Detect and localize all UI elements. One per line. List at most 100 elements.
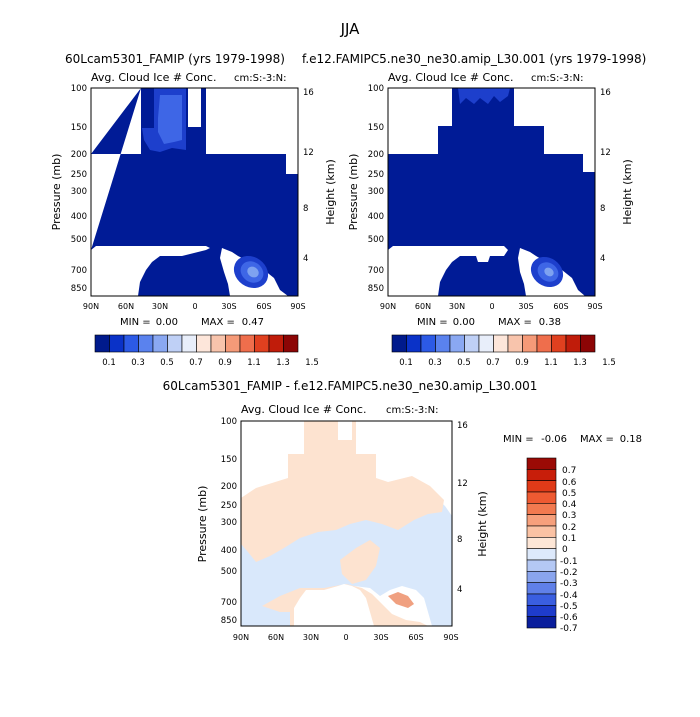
panel-1-ytick: 200 <box>71 150 87 160</box>
panel-1-ytick: 100 <box>71 84 87 94</box>
colorbar-swatch <box>526 605 557 617</box>
panel-3-xtick: 0 <box>343 633 348 642</box>
panel-1-x-ticks: 90N 60N 30N 0 30S 60S 90S <box>83 302 306 311</box>
panel-3-xtick: 60N <box>268 633 284 642</box>
panel-1-cbar-label: 1.3 <box>276 358 290 368</box>
panel-3-max-label: MAX = <box>580 434 614 445</box>
colorbar-swatch <box>268 334 284 353</box>
panel-1-colorbar-swatches <box>94 334 299 353</box>
panel-3-cbar-label: -0.7 <box>560 624 578 634</box>
panel-3-ytick: 100 <box>221 417 237 427</box>
panel-2-ylabel-right: Height (km) <box>621 159 634 225</box>
panel-3-positive-upper <box>241 421 444 562</box>
colorbar-swatch <box>138 334 154 353</box>
panel-2-htick: 16 <box>600 88 611 98</box>
colorbar-swatch <box>493 334 509 353</box>
panel-3-stats: MIN = -0.06 MAX = 0.18 <box>503 434 642 445</box>
panel-3-cbar-label: -0.3 <box>560 579 578 589</box>
panel-3-ytick: 400 <box>221 546 237 556</box>
panel-3-cbar-label: 0 <box>562 545 568 555</box>
colorbar-swatch <box>526 537 557 549</box>
colorbar-swatch <box>167 334 183 353</box>
panel-1-stats: MIN = 0.00 MAX = 0.47 <box>120 317 264 328</box>
panel-1-ytick: 250 <box>71 170 87 180</box>
panel-1-htick: 12 <box>303 148 314 158</box>
panel-1-ylabel-right: Height (km) <box>324 159 337 225</box>
panel-3-xtick: 90N <box>233 633 249 642</box>
colorbar-swatch <box>94 334 110 353</box>
panel-2-title: f.e12.FAMIPC5.ne30_ne30.amip_L30.001 (yr… <box>302 52 646 66</box>
panel-1-xtick: 30S <box>221 302 236 311</box>
panel-1-cbar-label: 0.3 <box>131 358 145 368</box>
panel-1-cbar-label: 1.5 <box>305 358 319 368</box>
panel-3-positive-mid <box>340 540 380 584</box>
panel-3-xtick: 30N <box>303 633 319 642</box>
colorbar-swatch <box>406 334 422 353</box>
panel-3-ylabel-right: Height (km) <box>476 491 489 557</box>
panel-1-colorbar: 0.1 0.3 0.5 0.7 0.9 1.1 1.3 1.5 <box>94 334 319 368</box>
panel-3-max-value: 0.18 <box>620 434 642 445</box>
panel-2-band-mid <box>458 88 510 104</box>
panel-1-htick: 16 <box>303 88 314 98</box>
panel-2-xtick: 90S <box>587 302 602 311</box>
panel-3-height-ticks: 16 12 8 4 <box>457 421 468 595</box>
colorbar-swatch <box>239 334 255 353</box>
panel-2-xtick: 60S <box>553 302 568 311</box>
colorbar-swatch <box>526 559 557 572</box>
panel-3-ytick: 250 <box>221 501 237 511</box>
panel-3-cbar-label: -0.5 <box>560 602 578 612</box>
panel-1-ylabel: Pressure (mb) <box>50 154 63 231</box>
panel-3-cbar-label: -0.1 <box>560 557 578 567</box>
panel-1-cbar-label: 0.9 <box>218 358 232 368</box>
panel-2-ylabel: Pressure (mb) <box>347 154 360 231</box>
panel-2-sh-max-inner <box>544 267 554 277</box>
panel-1-band-light <box>158 95 182 144</box>
colorbar-swatch <box>551 334 567 353</box>
panel-1-title: 60Lcam5301_FAMIP (yrs 1979-1998) <box>65 52 285 66</box>
panel-1-xtick: 90S <box>290 302 305 311</box>
panel-2-ytick: 150 <box>368 123 384 133</box>
panel-3-colorbar-swatches <box>526 457 557 629</box>
panel-3-htick: 12 <box>457 479 468 489</box>
panel-1-max-value: 0.47 <box>242 317 264 328</box>
colorbar-swatch <box>283 334 299 353</box>
panel-3-cbar-label: 0.7 <box>562 466 576 476</box>
panel-2-units: cm:S:-3:N: <box>531 73 584 84</box>
panel-2-ytick: 250 <box>368 170 384 180</box>
panel-2-ice-region <box>388 88 595 296</box>
panel-3-ytick: 500 <box>221 567 237 577</box>
colorbar-swatch <box>526 469 557 481</box>
panel-2-xtick: 90N <box>380 302 396 311</box>
colorbar-swatch <box>152 334 168 353</box>
panel-2-ytick: 500 <box>368 235 384 245</box>
panel-2-y-ticks: 100 150 200 250 300 400 500 700 850 <box>368 84 384 294</box>
panel-3-blank-surface <box>294 584 374 626</box>
colorbar-swatch <box>565 334 581 353</box>
panel-2-xtick: 0 <box>489 302 494 311</box>
panel-3-xtick: 60S <box>408 633 423 642</box>
panel-3-cbar-label: 0.6 <box>562 478 577 488</box>
panel-3-ytick: 300 <box>221 518 237 528</box>
page-title: JJA <box>340 20 361 38</box>
colorbar-swatch <box>420 334 436 353</box>
panel-3-ytick: 200 <box>221 482 237 492</box>
colorbar-swatch <box>435 334 451 353</box>
panel-3-contours <box>241 421 452 626</box>
colorbar-swatch <box>526 593 557 606</box>
panel-3-cbar-label: 0.4 <box>562 500 577 510</box>
panel-2-height-ticks: 16 12 8 4 <box>600 88 611 264</box>
panel-1-xtick: 60S <box>256 302 271 311</box>
panel-1-htick: 4 <box>303 254 308 264</box>
panel-2-cbar-label: 1.3 <box>573 358 587 368</box>
panel-3-colorbar: 0.7 0.6 0.5 0.4 0.3 0.2 0.1 0 -0.1 -0.2 … <box>526 457 578 634</box>
panel-1-ytick: 400 <box>71 212 87 222</box>
panel-3-y-ticks: 100 150 200 250 300 400 500 700 850 <box>221 417 237 626</box>
colorbar-swatch <box>580 334 596 353</box>
panel-1-xtick: 60N <box>118 302 134 311</box>
panel-3-ytick: 700 <box>221 598 237 608</box>
panel-3-ytick: 150 <box>221 455 237 465</box>
panel-2-cbar-label: 0.3 <box>428 358 442 368</box>
panel-2: f.e12.FAMIPC5.ne30_ne30.amip_L30.001 (yr… <box>302 52 646 368</box>
colorbar-swatch <box>526 616 557 629</box>
